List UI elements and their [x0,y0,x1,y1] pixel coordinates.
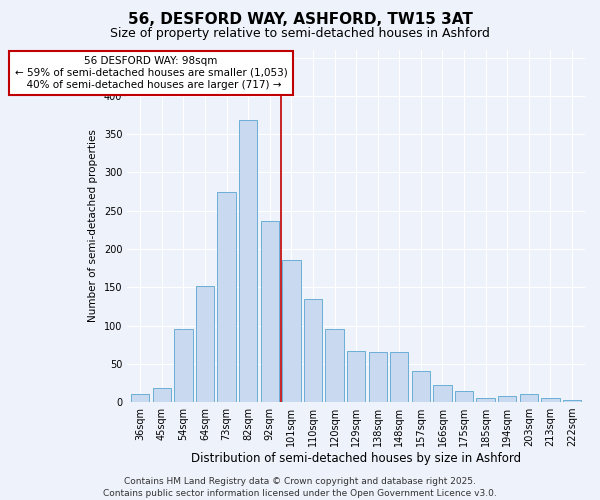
Bar [260,220,279,402]
Text: 56 DESFORD WAY: 98sqm
← 59% of semi-detached houses are smaller (1,053)
  40% of: 56 DESFORD WAY: 98sqm ← 59% of semi-deta… [14,56,287,90]
Bar [239,120,257,402]
Bar [325,330,344,402]
Bar [412,372,430,402]
Text: Size of property relative to semi-detached houses in Ashford: Size of property relative to semi-detach… [110,28,490,40]
Bar [541,398,560,402]
Bar [476,398,495,402]
Bar [282,260,301,402]
Bar [347,351,365,402]
Bar [174,330,193,402]
Text: 56, DESFORD WAY, ASHFORD, TW15 3AT: 56, DESFORD WAY, ASHFORD, TW15 3AT [128,12,472,28]
Bar [217,192,236,402]
Text: Contains HM Land Registry data © Crown copyright and database right 2025.
Contai: Contains HM Land Registry data © Crown c… [103,476,497,498]
Bar [498,396,517,402]
Bar [131,394,149,402]
X-axis label: Distribution of semi-detached houses by size in Ashford: Distribution of semi-detached houses by … [191,452,521,465]
Bar [368,352,387,402]
Bar [563,400,581,402]
Bar [390,352,409,402]
Bar [196,286,214,402]
Y-axis label: Number of semi-detached properties: Number of semi-detached properties [88,130,98,322]
Bar [304,299,322,402]
Bar [520,394,538,402]
Bar [152,388,171,402]
Bar [433,385,452,402]
Bar [455,390,473,402]
